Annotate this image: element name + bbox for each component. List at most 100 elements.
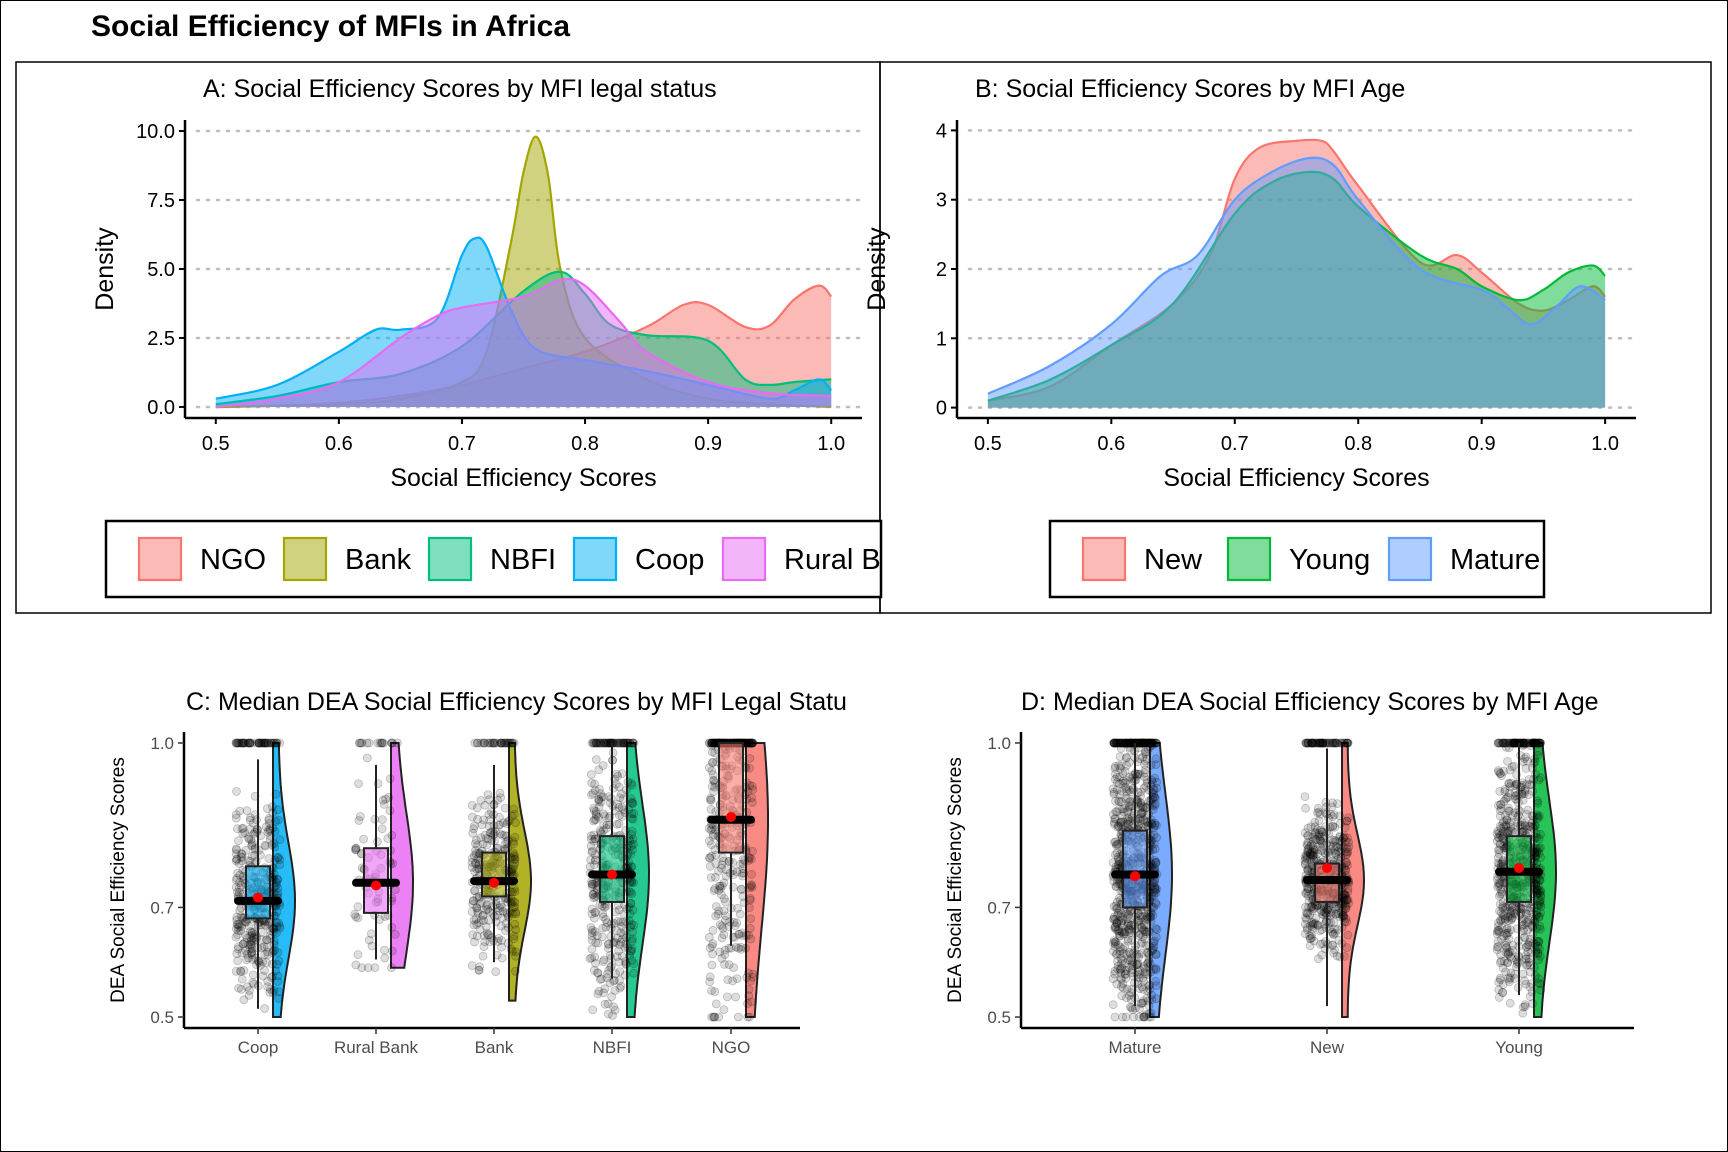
data-point xyxy=(483,738,493,748)
data-point xyxy=(231,844,241,854)
data-point xyxy=(705,795,715,805)
legend-label-nbfi: NBFI xyxy=(490,544,556,576)
data-point xyxy=(387,830,397,840)
data-point xyxy=(275,855,285,864)
data-point xyxy=(478,911,488,921)
data-point xyxy=(235,878,244,887)
data-point xyxy=(1529,812,1538,821)
y-tick-label: 7.5 xyxy=(147,190,175,212)
data-point xyxy=(359,834,369,844)
data-point xyxy=(266,831,275,841)
data-point xyxy=(353,902,363,912)
data-point xyxy=(259,738,269,748)
data-point xyxy=(708,949,717,959)
data-point xyxy=(614,819,624,829)
data-point xyxy=(705,836,714,846)
data-point xyxy=(471,914,481,924)
data-point xyxy=(478,738,488,748)
data-point xyxy=(468,896,478,906)
data-point xyxy=(509,850,519,860)
data-point xyxy=(237,824,247,833)
data-point xyxy=(590,913,599,923)
data-point xyxy=(472,903,482,913)
data-point xyxy=(1530,915,1540,924)
data-point xyxy=(262,947,272,957)
data-point xyxy=(707,941,717,951)
data-point xyxy=(1115,752,1125,762)
data-point xyxy=(233,836,243,846)
data-point xyxy=(587,944,597,954)
data-point xyxy=(717,954,727,963)
x-tick-label: 0.6 xyxy=(325,433,353,455)
data-point xyxy=(263,738,273,748)
data-point xyxy=(1533,949,1543,959)
legend-key-ngo xyxy=(137,536,183,582)
data-point xyxy=(1527,780,1537,790)
data-point xyxy=(260,1004,270,1013)
data-point xyxy=(506,887,516,897)
y-tick-label: 0.7 xyxy=(150,898,174,917)
data-point xyxy=(717,864,726,873)
data-point xyxy=(1313,803,1323,813)
data-point xyxy=(232,915,242,925)
data-point xyxy=(629,809,639,818)
data-point xyxy=(267,923,277,932)
data-point xyxy=(1505,765,1515,775)
data-point xyxy=(1520,1002,1530,1011)
data-point xyxy=(483,790,493,799)
data-point xyxy=(259,738,269,748)
data-point xyxy=(511,925,521,935)
y-tick-label: 0.7 xyxy=(987,898,1011,917)
data-point xyxy=(506,897,516,907)
data-point xyxy=(606,962,615,972)
y-axis-title: DEA Social Efficiency Scores xyxy=(108,757,129,1003)
data-point xyxy=(233,922,243,932)
data-point xyxy=(748,785,758,794)
data-point xyxy=(510,832,520,842)
data-point xyxy=(745,923,755,933)
data-point xyxy=(265,926,275,936)
data-point xyxy=(271,738,281,748)
data-point xyxy=(480,830,490,840)
data-point xyxy=(254,738,264,748)
data-point xyxy=(720,945,730,955)
data-point xyxy=(500,803,510,813)
y-tick-label: 2.5 xyxy=(147,328,175,350)
data-point xyxy=(1303,848,1313,857)
group-rural-bank xyxy=(350,738,414,973)
legend-key-mature xyxy=(1387,536,1433,582)
data-point xyxy=(275,921,284,931)
data-point xyxy=(263,950,273,960)
data-point xyxy=(1328,821,1338,831)
data-point xyxy=(258,957,268,967)
data-point xyxy=(241,846,251,855)
data-point xyxy=(502,738,512,748)
x-tick-label: NGO xyxy=(712,1038,751,1057)
data-point xyxy=(266,738,276,748)
data-point xyxy=(479,738,489,748)
data-point xyxy=(1116,954,1126,963)
data-point xyxy=(353,913,363,923)
data-point xyxy=(594,812,603,822)
data-point xyxy=(247,851,257,861)
data-point xyxy=(247,931,257,940)
data-point xyxy=(354,738,364,748)
data-point xyxy=(385,806,395,816)
data-point xyxy=(260,966,269,975)
data-point xyxy=(274,987,284,997)
data-point xyxy=(1149,823,1158,832)
data-point xyxy=(238,738,248,748)
data-point xyxy=(471,859,481,869)
data-point xyxy=(232,845,241,855)
data-point xyxy=(240,938,250,947)
data-point xyxy=(738,859,748,869)
data-point xyxy=(259,942,269,952)
data-point xyxy=(272,874,282,884)
data-point xyxy=(586,770,596,779)
data-point xyxy=(1497,858,1507,868)
data-point xyxy=(245,932,255,941)
data-point xyxy=(612,769,621,779)
x-tick-label: 0.7 xyxy=(448,433,476,455)
data-point xyxy=(499,738,509,748)
data-point xyxy=(625,909,635,919)
